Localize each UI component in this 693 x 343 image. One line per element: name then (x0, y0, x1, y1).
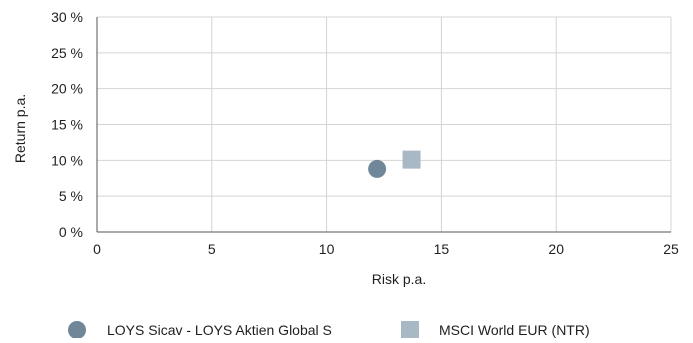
legend-item-msci: MSCI World EUR (NTR) (401, 321, 590, 339)
x-tick-label: 25 (663, 241, 679, 257)
y-tick-label: 25 % (51, 45, 83, 61)
x-tick-label: 5 (208, 241, 216, 257)
y-tick-label: 0 % (59, 224, 83, 240)
x-tick-label: 15 (434, 241, 450, 257)
y-axis-ticks: 0 % 5 % 10 % 15 % 20 % 25 % 30 % (51, 9, 83, 240)
x-axis-label: Risk p.a. (372, 271, 426, 287)
y-tick-label: 20 % (51, 81, 83, 97)
data-point-loys-circle (368, 159, 387, 178)
legend-label-msci: MSCI World EUR (NTR) (439, 322, 590, 338)
legend-label-loys: LOYS Sicav - LOYS Aktien Global S (107, 322, 332, 338)
legend-item-loys: LOYS Sicav - LOYS Aktien Global S (68, 321, 332, 339)
x-tick-label: 20 (548, 241, 564, 257)
y-tick-label: 10 % (51, 152, 83, 168)
x-tick-label: 10 (319, 241, 335, 257)
legend-marker-circle (68, 321, 86, 339)
data-point-msci-square (402, 150, 421, 169)
data-points (368, 150, 421, 178)
grid (97, 16, 672, 232)
legend-marker-square (401, 321, 419, 339)
y-axis-label: Return p.a. (12, 94, 28, 163)
x-tick-label: 0 (93, 241, 101, 257)
axes (96, 17, 671, 233)
legend: LOYS Sicav - LOYS Aktien Global S MSCI W… (68, 321, 590, 339)
y-tick-label: 15 % (51, 117, 83, 133)
y-tick-label: 5 % (59, 188, 83, 204)
x-axis-ticks: 0 5 10 15 20 25 (93, 241, 679, 257)
y-tick-label: 30 % (51, 9, 83, 25)
